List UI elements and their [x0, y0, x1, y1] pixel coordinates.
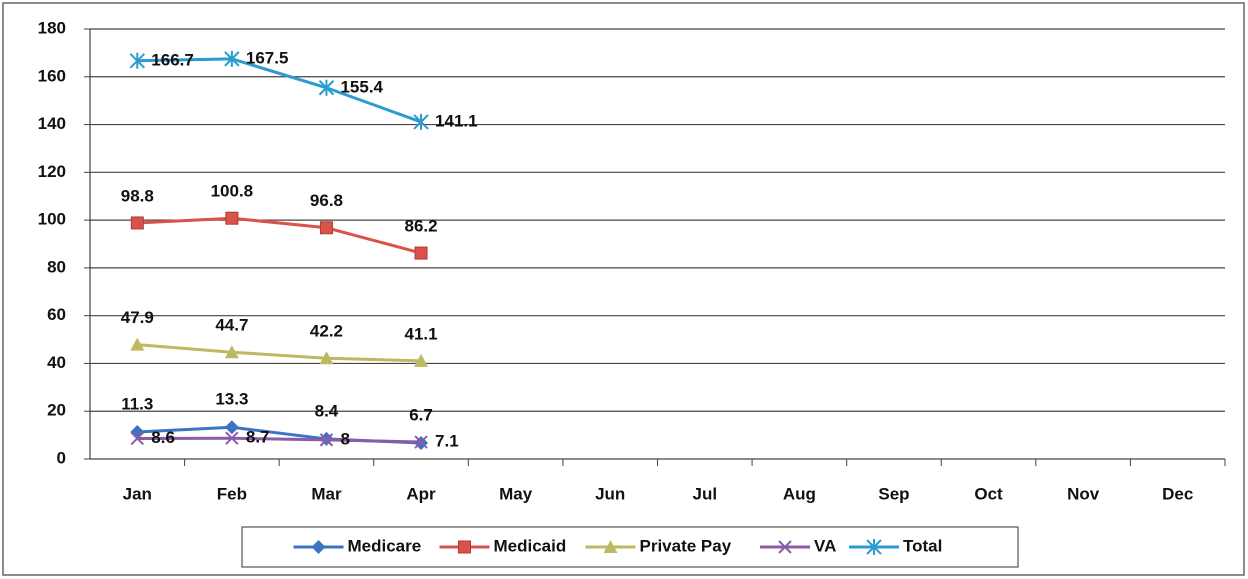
point	[319, 221, 333, 235]
y-tick-label: 40	[47, 353, 66, 372]
data-label: 8.6	[151, 428, 175, 447]
point	[130, 216, 144, 230]
x-tick-label: Jan	[123, 484, 152, 503]
data-label: 11.3	[121, 394, 153, 413]
legend-marker	[603, 540, 618, 553]
series-line	[137, 343, 422, 363]
series-line	[137, 436, 422, 444]
point	[224, 345, 239, 359]
legend-marker	[778, 540, 792, 554]
point	[224, 50, 240, 67]
data-label: 166.7	[151, 50, 194, 69]
x-tick-label: Apr	[406, 484, 436, 503]
y-tick-label: 0	[57, 448, 66, 467]
point	[318, 79, 335, 96]
x-tick-label: Mar	[311, 484, 342, 503]
y-tick-label: 140	[38, 114, 66, 133]
data-label: 6.7	[409, 405, 433, 424]
data-label: 47.9	[121, 308, 154, 327]
point	[413, 113, 429, 130]
y-tick-label: 160	[38, 66, 66, 85]
x-tick-label: Sep	[878, 484, 909, 503]
legend-marker	[311, 540, 326, 554]
y-tick-label: 20	[47, 401, 66, 420]
x-tick-label: Dec	[1162, 484, 1193, 503]
legend-label: Private Pay	[640, 536, 732, 555]
point	[130, 337, 145, 351]
legend-label: Medicaid	[494, 536, 567, 555]
data-label: 44.7	[215, 316, 248, 335]
y-tick-label: 180	[38, 18, 66, 37]
legend-marker	[866, 539, 882, 555]
x-tick-label: Jun	[595, 484, 625, 503]
data-label: 141.1	[435, 111, 478, 130]
legend-marker	[458, 540, 471, 554]
y-tick-label: 60	[47, 305, 66, 324]
point	[319, 433, 334, 447]
point	[225, 431, 239, 445]
data-label: 96.8	[310, 191, 343, 210]
data-label: 8.4	[315, 401, 339, 420]
point	[225, 211, 239, 225]
point	[224, 420, 239, 435]
data-label: 13.3	[215, 390, 248, 409]
point	[414, 246, 428, 260]
x-tick-label: Jul	[693, 484, 718, 503]
data-label: 42.2	[310, 322, 343, 341]
data-label: 98.8	[121, 186, 154, 205]
point	[130, 431, 144, 446]
x-tick-label: Oct	[974, 484, 1003, 503]
x-tick-label: Nov	[1067, 484, 1100, 503]
point	[319, 351, 334, 365]
x-tick-label: May	[499, 484, 533, 503]
data-label: 8.7	[246, 428, 270, 447]
y-tick-label: 120	[38, 162, 66, 181]
series-line	[137, 216, 422, 255]
point	[414, 435, 428, 449]
legend-label: Total	[903, 536, 942, 555]
series-line	[137, 57, 422, 124]
point	[414, 353, 429, 367]
data-label: 7.1	[435, 432, 459, 451]
y-tick-label: 100	[38, 210, 66, 229]
data-label: 8	[340, 429, 349, 448]
y-tick-label: 80	[47, 257, 66, 276]
legend-label: Medicare	[348, 536, 422, 555]
x-tick-label: Feb	[217, 484, 247, 503]
x-tick-label: Aug	[783, 484, 816, 503]
data-label: 41.1	[404, 324, 437, 343]
point	[129, 52, 145, 69]
data-label: 167.5	[246, 48, 289, 67]
data-label: 86.2	[404, 217, 437, 236]
data-label: 155.4	[340, 77, 383, 96]
legend-label: VA	[814, 536, 836, 555]
data-label: 100.8	[211, 182, 254, 201]
